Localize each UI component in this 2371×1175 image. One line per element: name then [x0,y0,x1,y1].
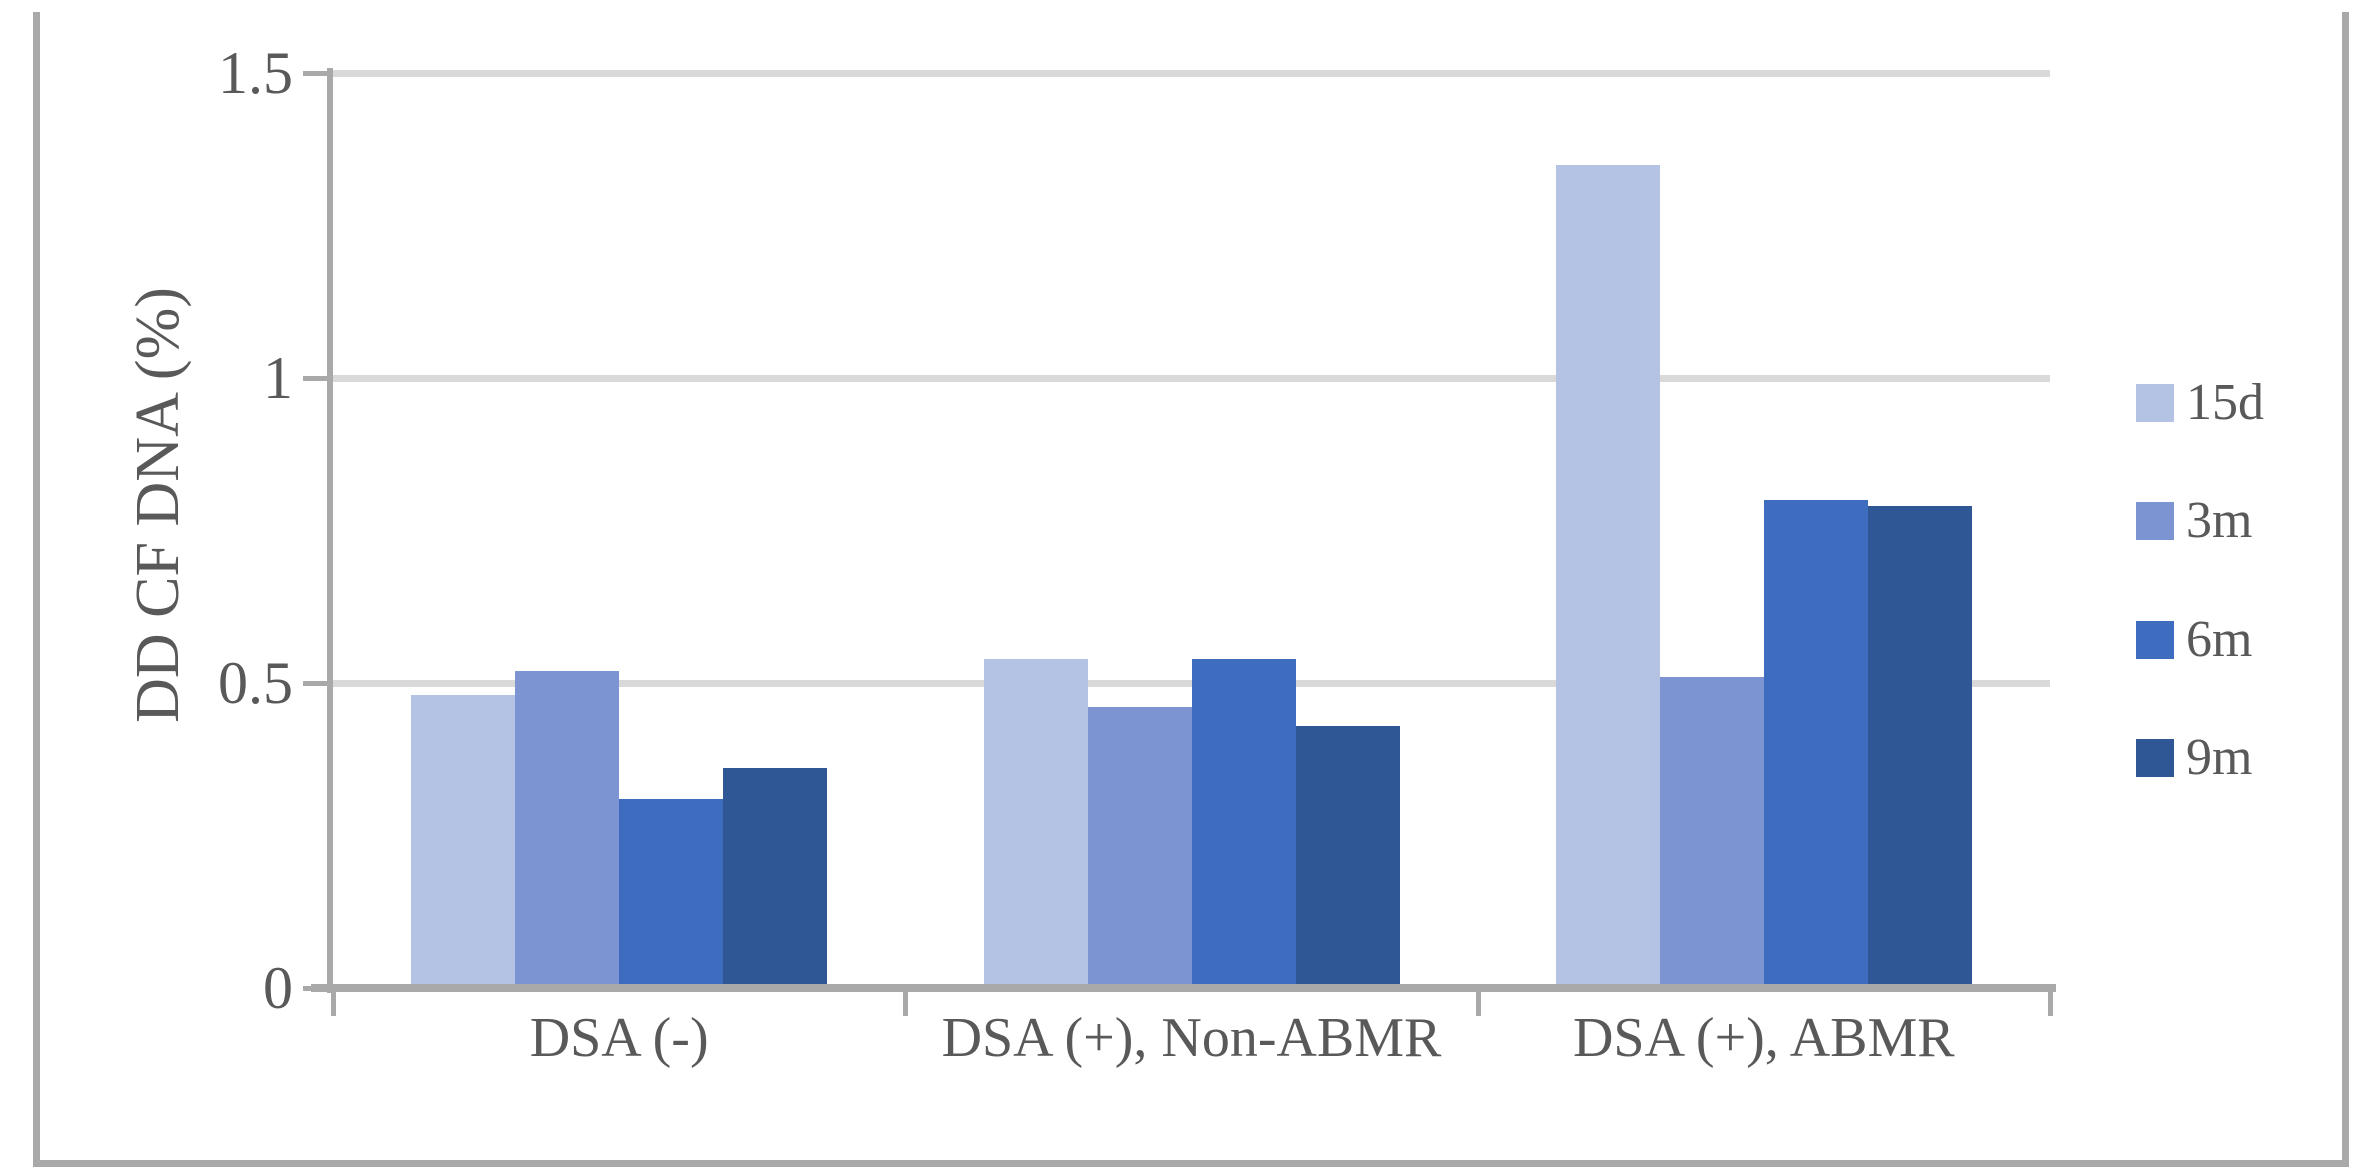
frame-border-left [33,12,40,1167]
y-axis-tick-label-1.5: 1.5 [218,40,293,106]
y-axis-tick-0.5 [303,681,333,686]
bar-9m-category-2 [1295,725,1400,988]
bar-6m-category-1 [619,798,724,988]
bar-6m-category-3 [1763,500,1868,988]
bar-9m-category-1 [723,768,828,988]
y-axis-tick-1.5 [303,71,333,76]
legend-label-15d: 15d [2186,374,2264,431]
legend-entry-6m: 6m [2136,612,2371,668]
y-axis-tick-label-0: 0 [263,955,293,1021]
x-axis-line [311,984,2056,992]
bar-15d-category-1 [411,695,516,988]
legend-label-9m: 9m [2186,729,2253,786]
legend-swatch-9m [2136,739,2174,777]
legend-entry-3m: 3m [2136,493,2371,549]
y-axis-line [327,68,333,993]
bar-3m-category-3 [1659,676,1764,988]
bar-9m-category-3 [1867,506,1972,988]
y-axis-tick-1 [303,376,333,381]
x-axis-tick-3 [2048,992,2053,1016]
bar-15d-category-3 [1555,164,1660,988]
bar-6m-category-2 [1191,658,1296,988]
frame-border-right [2342,12,2349,1167]
x-axis-tick-0 [331,992,336,1016]
bar-15d-category-2 [983,658,1088,988]
y-axis-tick-label-1: 1 [263,345,293,411]
legend-swatch-3m [2136,502,2174,540]
category-label-2: DSA (+), Non-ABMR [941,1007,1442,1069]
category-label-3: DSA (+), ABMR [1572,1007,1955,1069]
legend-swatch-6m [2136,621,2174,659]
frame-border-bottom [33,1160,2349,1167]
legend-swatch-15d [2136,384,2174,422]
legend-label-6m: 6m [2186,611,2253,668]
legend-entry-9m: 9m [2136,730,2371,786]
legend-label-3m: 3m [2186,492,2253,549]
gridline-1 [333,375,2050,382]
gridline-1.5 [333,70,2050,77]
legend-entry-15d: 15d [2136,375,2371,431]
y-axis-tick-label-0.5: 0.5 [218,650,293,716]
x-axis-tick-2 [1475,992,1481,1016]
x-axis-tick-1 [903,992,909,1016]
category-label-1: DSA (-) [529,1007,709,1069]
bar-3m-category-2 [1087,707,1192,988]
legend: 15d 3m 6m 9m [2136,0,2371,1175]
bar-3m-category-1 [515,670,620,988]
